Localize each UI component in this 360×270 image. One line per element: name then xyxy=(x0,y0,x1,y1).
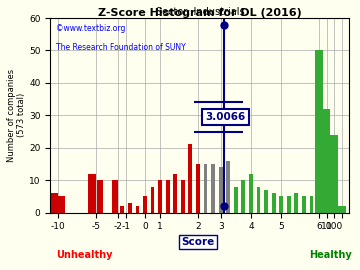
Text: Healthy: Healthy xyxy=(309,250,352,260)
Text: The Research Foundation of SUNY: The Research Foundation of SUNY xyxy=(56,43,186,52)
Text: Score: Score xyxy=(181,237,215,247)
Bar xyxy=(330,135,338,212)
Bar xyxy=(181,180,185,212)
Bar xyxy=(143,196,147,212)
Text: Unhealthy: Unhealthy xyxy=(56,250,113,260)
Bar xyxy=(302,196,306,212)
Bar xyxy=(120,206,124,212)
Text: 3.0066: 3.0066 xyxy=(206,112,246,122)
Bar xyxy=(249,174,253,212)
Bar xyxy=(264,190,268,212)
Bar xyxy=(174,174,177,212)
Bar xyxy=(272,193,275,212)
Bar xyxy=(88,174,96,212)
Bar xyxy=(50,193,58,212)
Bar xyxy=(294,193,298,212)
Bar xyxy=(166,180,170,212)
Bar xyxy=(310,196,314,212)
Bar xyxy=(196,164,200,212)
Bar xyxy=(128,203,132,212)
Bar xyxy=(158,180,162,212)
Bar xyxy=(204,164,207,212)
Text: Sector: Industrials: Sector: Industrials xyxy=(156,7,244,17)
Bar xyxy=(323,109,330,212)
Title: Z-Score Histogram for DL (2016): Z-Score Histogram for DL (2016) xyxy=(98,8,302,18)
Bar xyxy=(135,206,139,212)
Bar xyxy=(150,187,154,212)
Bar xyxy=(279,196,283,212)
Text: ©www.textbiz.org: ©www.textbiz.org xyxy=(56,24,126,33)
Bar xyxy=(226,161,230,212)
Y-axis label: Number of companies
(573 total): Number of companies (573 total) xyxy=(7,69,26,162)
Bar xyxy=(287,196,291,212)
Bar xyxy=(211,164,215,212)
Bar xyxy=(315,50,323,212)
Bar xyxy=(189,144,192,212)
Bar xyxy=(112,180,118,212)
Bar xyxy=(234,187,238,212)
Bar xyxy=(338,206,346,212)
Bar xyxy=(242,180,245,212)
Bar xyxy=(58,196,66,212)
Bar xyxy=(219,167,222,212)
Bar xyxy=(96,180,103,212)
Bar xyxy=(257,187,260,212)
